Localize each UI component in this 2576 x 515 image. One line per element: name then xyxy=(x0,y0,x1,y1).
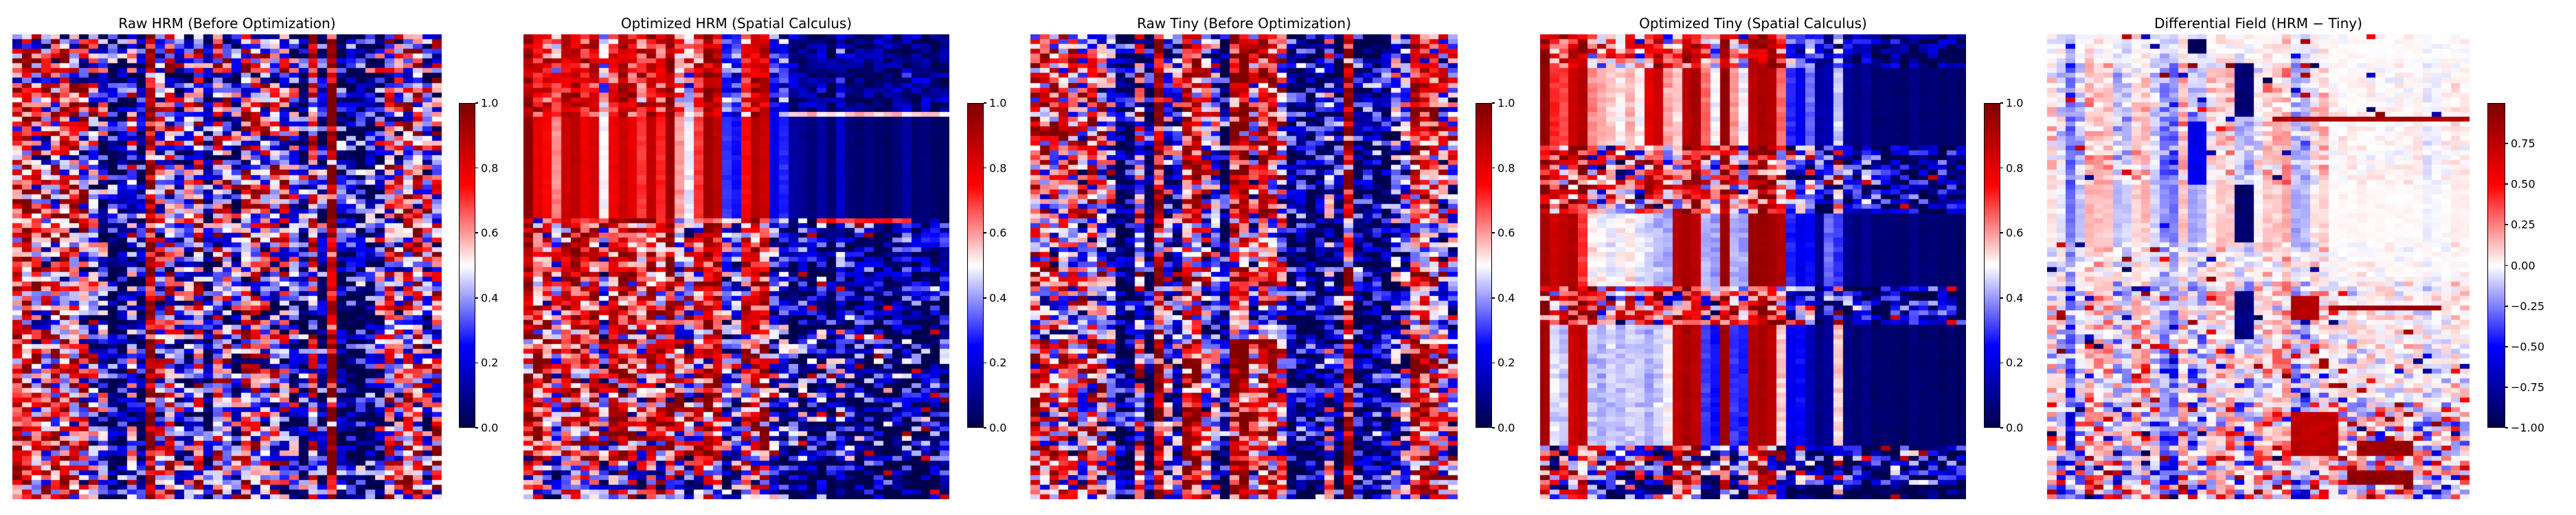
colorbar-tick-label: 0.4 xyxy=(1498,291,1515,305)
colorbar-tick xyxy=(2000,232,2003,234)
colorbar-tick-label: 0.2 xyxy=(1498,356,1515,369)
panel-title-optimized-hrm: Optimized HRM (Spatial Calculus) xyxy=(620,15,852,32)
panel-title-raw-tiny: Raw Tiny (Before Optimization) xyxy=(1137,15,1351,32)
colorbar-tick xyxy=(2000,362,2003,364)
colorbar-tick-label: −1.00 xyxy=(2511,421,2545,435)
colorbar-tick-label: −0.50 xyxy=(2511,340,2545,354)
colorbar-tick-label: −0.25 xyxy=(2511,299,2545,313)
colorbar-tick xyxy=(475,362,478,364)
colorbar-optimized-hrm xyxy=(967,103,984,428)
colorbar-tick-label: 0.00 xyxy=(2511,259,2535,272)
colorbar-tick-label: −0.75 xyxy=(2511,380,2545,394)
heatmap-optimized-hrm xyxy=(523,34,949,499)
colorbar-tick xyxy=(475,102,478,104)
colorbar-differential-field xyxy=(2487,103,2505,428)
colorbar-tick-label: 0.25 xyxy=(2511,218,2535,231)
colorbar-tick xyxy=(2000,427,2003,428)
colorbar-tick-label: 0.0 xyxy=(2006,421,2024,435)
colorbar-tick-label: 0.4 xyxy=(2006,291,2024,305)
colorbar-tick-label: 0.0 xyxy=(1498,421,1515,435)
colorbar-tick-label: 0.8 xyxy=(1498,161,1515,175)
colorbar-tick xyxy=(2505,345,2508,347)
colorbar-tick-label: 0.50 xyxy=(2511,177,2535,191)
colorbar-tick xyxy=(2000,167,2003,169)
colorbar-tick xyxy=(2505,183,2508,185)
colorbar-tick-label: 0.6 xyxy=(2006,226,2024,240)
colorbar-tick xyxy=(1492,362,1495,364)
colorbar-tick xyxy=(984,102,986,104)
colorbar-tick xyxy=(984,427,986,428)
colorbar-tick-label: 0.6 xyxy=(1498,226,1515,240)
colorbar-tick-label: 0.2 xyxy=(989,356,1007,369)
colorbar-tick-label: 0.0 xyxy=(989,421,1007,435)
colorbar-tick-label: 0.8 xyxy=(2006,161,2024,175)
colorbar-tick-label: 0.75 xyxy=(2511,137,2535,150)
colorbar-tick-label: 0.0 xyxy=(481,421,499,435)
colorbar-raw-hrm xyxy=(459,103,475,428)
colorbar-tick-label: 0.4 xyxy=(481,291,499,305)
colorbar-tick xyxy=(475,427,478,428)
colorbar-tick xyxy=(1492,427,1495,428)
colorbar-tick-label: 1.0 xyxy=(1498,96,1515,110)
heatmap-raw-hrm xyxy=(12,34,442,499)
colorbar-tick xyxy=(984,297,986,299)
colorbar-tick xyxy=(475,167,478,169)
colorbar-tick-label: 0.6 xyxy=(481,226,499,240)
colorbar-tick xyxy=(2505,224,2508,226)
colorbar-optimized-tiny xyxy=(1984,103,2000,428)
colorbar-tick xyxy=(1492,102,1495,104)
colorbar-tick xyxy=(984,362,986,364)
colorbar-tick xyxy=(2505,305,2508,307)
colorbar-tick xyxy=(2505,143,2508,145)
colorbar-tick xyxy=(2505,386,2508,388)
colorbar-tick-label: 1.0 xyxy=(2006,96,2024,110)
heatmap-raw-tiny xyxy=(1030,34,1458,499)
colorbar-tick-label: 0.4 xyxy=(989,291,1007,305)
heatmap-differential-field xyxy=(2047,34,2470,499)
colorbar-tick xyxy=(1492,297,1495,299)
colorbar-tick xyxy=(2000,297,2003,299)
panel-title-raw-hrm: Raw HRM (Before Optimization) xyxy=(118,15,336,32)
colorbar-tick-label: 0.2 xyxy=(2006,356,2024,369)
colorbar-tick xyxy=(475,232,478,234)
heatmap-optimized-tiny xyxy=(1540,34,1966,499)
colorbar-tick xyxy=(984,232,986,234)
panel-title-optimized-tiny: Optimized Tiny (Spatial Calculus) xyxy=(1639,15,1867,32)
colorbar-tick-label: 0.6 xyxy=(989,226,1007,240)
colorbar-tick xyxy=(2505,264,2508,266)
colorbar-tick xyxy=(984,167,986,169)
colorbar-tick xyxy=(1492,232,1495,234)
colorbar-tick-label: 1.0 xyxy=(989,96,1007,110)
colorbar-tick-label: 0.2 xyxy=(481,356,499,369)
colorbar-tick-label: 1.0 xyxy=(481,96,499,110)
colorbar-tick xyxy=(2000,102,2003,104)
colorbar-raw-tiny xyxy=(1476,103,1492,428)
panel-title-differential-field: Differential Field (HRM − Tiny) xyxy=(2154,15,2362,32)
colorbar-tick xyxy=(475,297,478,299)
colorbar-tick-label: 0.8 xyxy=(481,161,499,175)
colorbar-tick xyxy=(1492,167,1495,169)
colorbar-tick-label: 0.8 xyxy=(989,161,1007,175)
colorbar-tick xyxy=(2505,427,2508,428)
